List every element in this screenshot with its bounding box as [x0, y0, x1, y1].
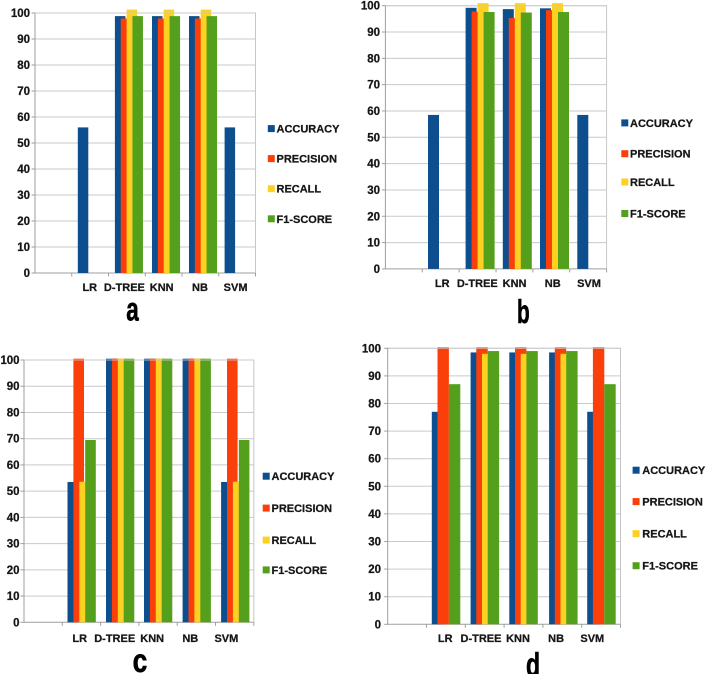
svg-text:SVM: SVM [580, 633, 604, 645]
svg-text:PRECISION: PRECISION [277, 154, 338, 166]
svg-text:0: 0 [13, 617, 19, 629]
svg-text:70: 70 [17, 86, 30, 98]
svg-text:0: 0 [374, 264, 380, 276]
svg-text:LR: LR [82, 282, 97, 294]
svg-text:10: 10 [17, 242, 30, 254]
svg-text:50: 50 [368, 481, 381, 493]
svg-text:PRECISION: PRECISION [630, 149, 691, 161]
svg-text:NB: NB [548, 633, 564, 645]
svg-text:LR: LR [435, 278, 450, 290]
svg-text:KNN: KNN [150, 282, 174, 294]
svg-text:a: a [126, 290, 139, 327]
svg-text:20: 20 [7, 565, 20, 577]
svg-text:20: 20 [17, 216, 30, 228]
svg-text:60: 60 [17, 112, 30, 124]
svg-text:b: b [517, 293, 530, 330]
svg-text:KNN: KNN [140, 633, 164, 645]
svg-text:F1-SCORE: F1-SCORE [272, 565, 328, 577]
svg-text:100: 100 [11, 8, 30, 20]
svg-text:100: 100 [0, 355, 19, 367]
svg-text:60: 60 [367, 106, 380, 118]
svg-text:KNN: KNN [503, 278, 527, 290]
svg-text:NB: NB [192, 282, 208, 294]
svg-text:20: 20 [367, 211, 380, 223]
svg-text:30: 30 [368, 537, 381, 549]
svg-text:KNN: KNN [506, 633, 530, 645]
svg-text:20: 20 [368, 564, 381, 576]
svg-text:30: 30 [367, 185, 380, 197]
svg-text:60: 60 [7, 460, 20, 472]
svg-text:RECALL: RECALL [630, 177, 675, 189]
svg-text:RECALL: RECALL [277, 184, 322, 196]
svg-text:SVM: SVM [214, 633, 238, 645]
svg-text:80: 80 [368, 399, 381, 411]
svg-text:RECALL: RECALL [642, 529, 687, 541]
svg-text:c: c [133, 643, 148, 674]
svg-text:F1-SCORE: F1-SCORE [630, 209, 686, 221]
svg-text:70: 70 [7, 434, 20, 446]
svg-text:30: 30 [7, 539, 20, 551]
svg-text:90: 90 [367, 27, 380, 39]
svg-text:100: 100 [362, 343, 381, 355]
svg-text:80: 80 [7, 407, 20, 419]
svg-text:ACCURACY: ACCURACY [272, 471, 336, 483]
svg-text:40: 40 [368, 509, 381, 521]
svg-text:40: 40 [367, 159, 380, 171]
svg-text:40: 40 [17, 164, 30, 176]
svg-text:10: 10 [7, 591, 20, 603]
svg-text:50: 50 [367, 132, 380, 144]
svg-text:ACCURACY: ACCURACY [642, 465, 706, 477]
svg-text:90: 90 [7, 381, 20, 393]
svg-text:d: d [526, 647, 540, 674]
svg-text:0: 0 [24, 268, 30, 280]
svg-text:70: 70 [367, 80, 380, 92]
svg-text:LR: LR [72, 633, 87, 645]
svg-text:100: 100 [361, 1, 380, 13]
svg-text:F1-SCORE: F1-SCORE [642, 561, 698, 573]
svg-text:SVM: SVM [224, 282, 248, 294]
svg-text:ACCURACY: ACCURACY [630, 118, 694, 130]
svg-text:90: 90 [17, 34, 30, 46]
svg-text:50: 50 [7, 486, 20, 498]
svg-text:D-TREE: D-TREE [104, 282, 145, 294]
svg-text:40: 40 [7, 512, 20, 524]
svg-text:70: 70 [368, 426, 381, 438]
svg-text:PRECISION: PRECISION [642, 497, 703, 509]
svg-text:ACCURACY: ACCURACY [277, 124, 341, 136]
svg-text:D-TREE: D-TREE [457, 278, 498, 290]
svg-text:PRECISION: PRECISION [272, 503, 333, 515]
svg-text:90: 90 [368, 371, 381, 383]
svg-text:D-TREE: D-TREE [94, 633, 135, 645]
svg-text:10: 10 [368, 592, 381, 604]
svg-text:F1-SCORE: F1-SCORE [277, 214, 333, 226]
svg-text:0: 0 [375, 619, 381, 631]
svg-text:80: 80 [367, 53, 380, 65]
svg-text:30: 30 [17, 190, 30, 202]
svg-text:SVM: SVM [577, 278, 601, 290]
svg-text:10: 10 [367, 238, 380, 250]
svg-text:80: 80 [17, 60, 30, 72]
svg-text:NB: NB [182, 633, 198, 645]
svg-text:NB: NB [545, 278, 561, 290]
svg-text:RECALL: RECALL [272, 535, 317, 547]
svg-text:LR: LR [438, 633, 453, 645]
svg-text:50: 50 [17, 138, 30, 150]
svg-text:60: 60 [368, 454, 381, 466]
svg-text:D-TREE: D-TREE [461, 633, 502, 645]
